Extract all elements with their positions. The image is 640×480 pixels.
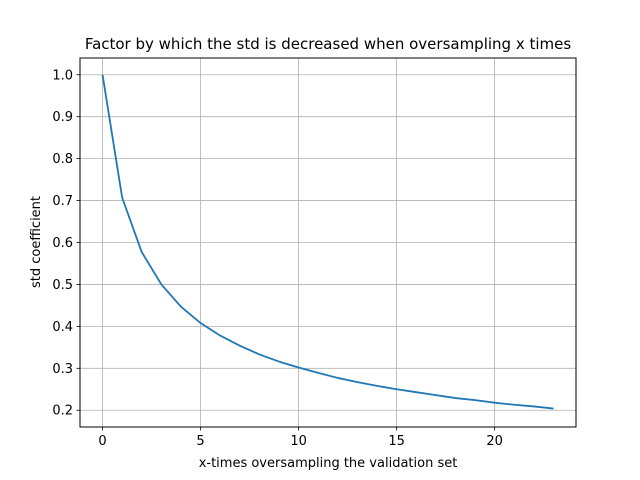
grid-layer: [80, 58, 576, 427]
series-line: [101, 74, 554, 410]
y-tick-label: 0.4: [52, 320, 73, 335]
line-layer: [101, 74, 554, 410]
chart-title: Factor by which the std is decreased whe…: [85, 35, 572, 53]
x-tick-label: 10: [290, 434, 307, 449]
y-tick-label: 0.9: [52, 110, 73, 125]
y-tick-label: 0.6: [52, 236, 73, 251]
tick-layer: 0 5 10 15 20 0.2 0.3 0.4 0.5 0.6 0.7 0.8 0.9 1.0: [52, 68, 503, 449]
y-tick-label: 0.3: [52, 362, 73, 377]
y-tick-label: 0.7: [52, 194, 73, 209]
y-tick-label: 1.0: [52, 68, 73, 83]
x-tick-label: 0: [98, 434, 106, 449]
y-tick-label: 0.2: [52, 404, 73, 419]
y-tick-label: 0.8: [52, 152, 73, 167]
x-tick-label: 5: [196, 434, 204, 449]
y-tick-label: 0.5: [52, 278, 73, 293]
x-tick-label: 15: [388, 434, 405, 449]
x-tick-label: 20: [486, 434, 503, 449]
y-axis-label: std coefficient: [29, 196, 44, 288]
x-axis-label: x-times oversampling the validation set: [199, 456, 458, 471]
